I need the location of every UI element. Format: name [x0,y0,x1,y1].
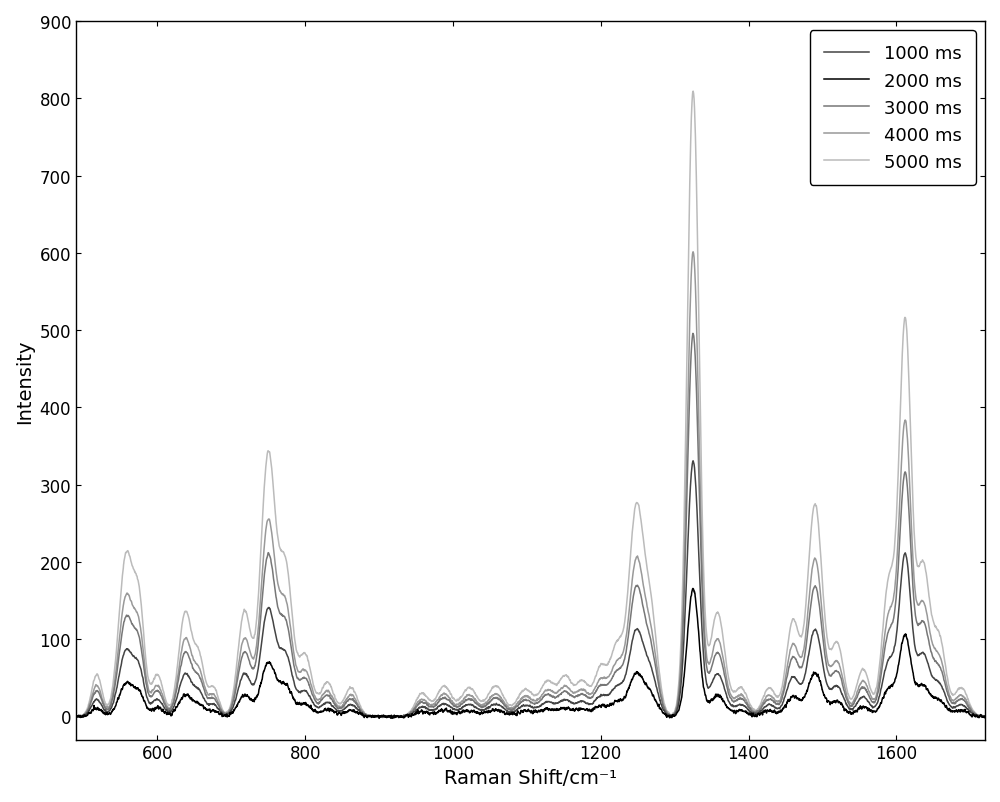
5000 ms [459,686,471,695]
3000 ms [459,695,471,705]
3000 ms [731,695,743,705]
3000 ms [687,329,699,338]
Line: 1000 ms: 1000 ms [76,461,985,718]
4000 ms [452,699,464,709]
Line: 4000 ms: 4000 ms [76,253,985,718]
4000 ms [459,692,471,702]
2000 ms [502,709,514,719]
2000 ms [687,584,699,593]
5000 ms [951,686,963,695]
1000 ms [381,713,393,723]
Line: 5000 ms: 5000 ms [76,92,985,717]
3000 ms [70,712,82,722]
4000 ms [377,713,389,723]
3000 ms [951,696,963,706]
Line: 2000 ms: 2000 ms [76,589,985,719]
2000 ms [452,708,464,718]
2000 ms [979,711,991,721]
1000 ms [459,701,471,711]
4000 ms [951,693,963,703]
1000 ms [979,712,991,722]
5000 ms [72,712,84,722]
1000 ms [687,456,699,466]
5000 ms [452,696,464,706]
3000 ms [502,705,514,715]
4000 ms [502,703,514,712]
3000 ms [378,713,390,723]
3000 ms [979,711,991,721]
3000 ms [906,571,918,581]
4000 ms [979,712,991,722]
3000 ms [452,702,464,711]
5000 ms [687,87,699,97]
5000 ms [70,711,82,721]
5000 ms [731,686,743,695]
4000 ms [906,541,918,550]
1000 ms [951,701,963,711]
1000 ms [70,711,82,720]
Legend: 1000 ms, 2000 ms, 3000 ms, 4000 ms, 5000 ms: 1000 ms, 2000 ms, 3000 ms, 4000 ms, 5000… [810,31,976,186]
4000 ms [70,712,82,722]
4000 ms [687,248,699,257]
1000 ms [906,618,918,627]
1000 ms [731,701,743,711]
X-axis label: Raman Shift/cm⁻¹: Raman Shift/cm⁻¹ [444,768,617,787]
2000 ms [951,707,963,717]
2000 ms [386,714,398,723]
2000 ms [731,706,743,715]
2000 ms [70,713,82,723]
Y-axis label: Intensity: Intensity [15,338,34,423]
1000 ms [502,707,514,717]
5000 ms [502,699,514,709]
Line: 3000 ms: 3000 ms [76,334,985,718]
2000 ms [906,664,918,674]
1000 ms [452,706,464,715]
5000 ms [979,711,991,721]
2000 ms [459,707,471,716]
4000 ms [731,692,743,702]
5000 ms [906,481,918,491]
